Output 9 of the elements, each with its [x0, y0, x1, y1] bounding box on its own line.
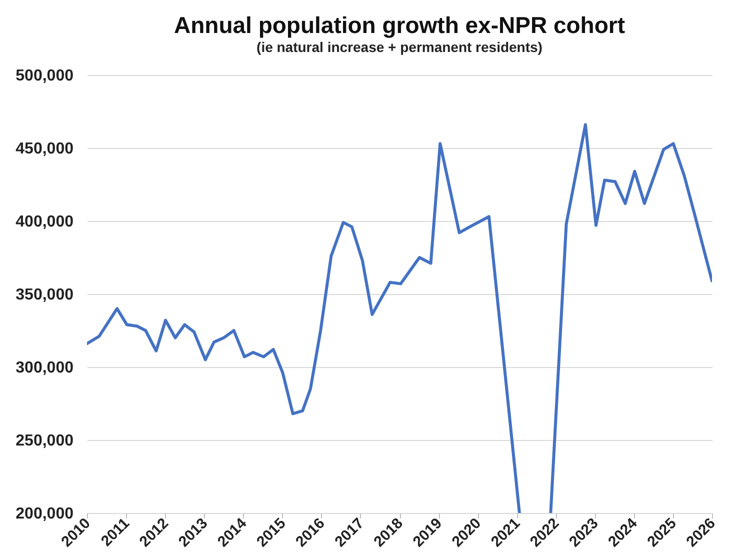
chart-title: Annual population growth ex-NPR cohort: [174, 12, 626, 38]
y-tick-label: 250,000: [16, 432, 74, 450]
chart-subtitle: (ie natural increase + permanent residents): [256, 39, 542, 55]
y-tick-label: 500,000: [16, 68, 74, 84]
y-tick-label: 400,000: [16, 214, 74, 230]
y-tick-label: 350,000: [16, 286, 74, 304]
y-tick-label: 450,000: [16, 140, 74, 158]
y-tick-label: 200,000: [16, 506, 74, 522]
y-tick-label: 300,000: [16, 360, 74, 376]
